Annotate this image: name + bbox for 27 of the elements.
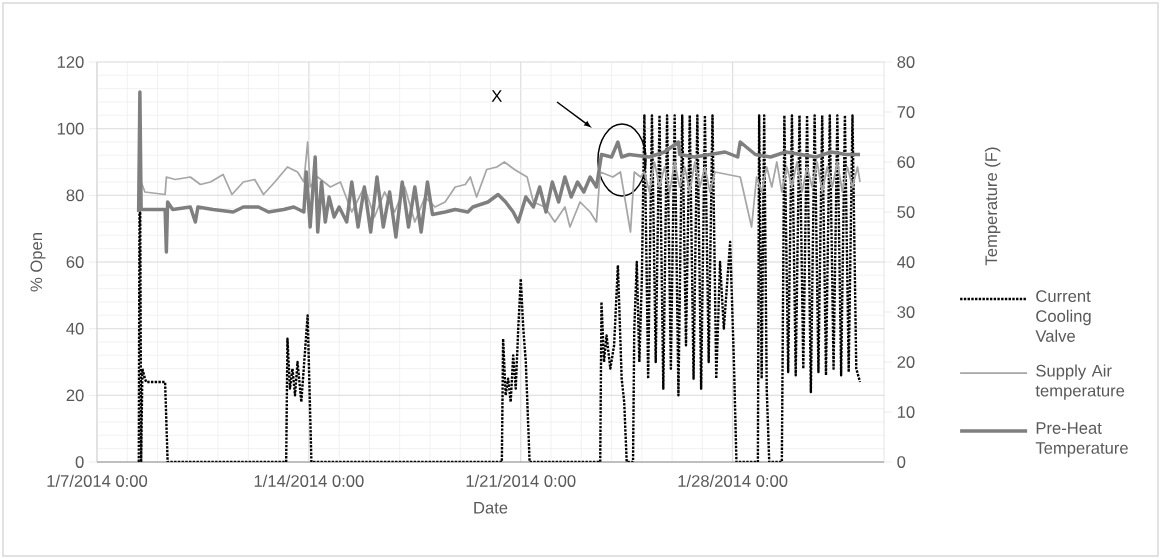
y2-axis-title: Temperature (F) [984, 147, 1001, 266]
x-tick-label: 1/28/2014 0:00 [678, 474, 788, 487]
y-tick-label: 0 [75, 456, 84, 468]
y-tick-label: 40 [66, 322, 84, 335]
y2-tick-label: 80 [897, 56, 915, 68]
annotation: X [491, 90, 502, 102]
y-tick-label: 100 [57, 122, 84, 135]
y2-tick-label: 50 [897, 206, 915, 218]
legend-label: Current Cooling Valve [1035, 290, 1091, 342]
y2-tick-label: 30 [897, 306, 915, 318]
x-axis-title: Date [474, 502, 508, 514]
y2-tick-label: 60 [897, 156, 915, 168]
x-tick-label: 1/7/2014 0:00 [47, 474, 148, 487]
legend-label: Supply Air temperature [1035, 364, 1125, 400]
y2-tick-label: 20 [897, 356, 915, 368]
legend-label: Pre-Heat Temperature [1035, 422, 1128, 458]
y-tick-label: 20 [66, 389, 84, 402]
y-tick-label: 120 [57, 56, 84, 68]
x-tick-label: 1/14/2014 0:00 [254, 474, 364, 487]
y-axis-title: % Open [30, 233, 46, 292]
y2-tick-label: 70 [897, 106, 915, 118]
y2-tick-label: 10 [897, 406, 915, 418]
y-tick-label: 60 [66, 256, 84, 268]
y-tick-label: 80 [66, 189, 84, 202]
y2-tick-label: 40 [897, 256, 915, 268]
y2-tick-label: 0 [897, 456, 906, 468]
x-tick-label: 1/21/2014 0:00 [466, 474, 576, 487]
